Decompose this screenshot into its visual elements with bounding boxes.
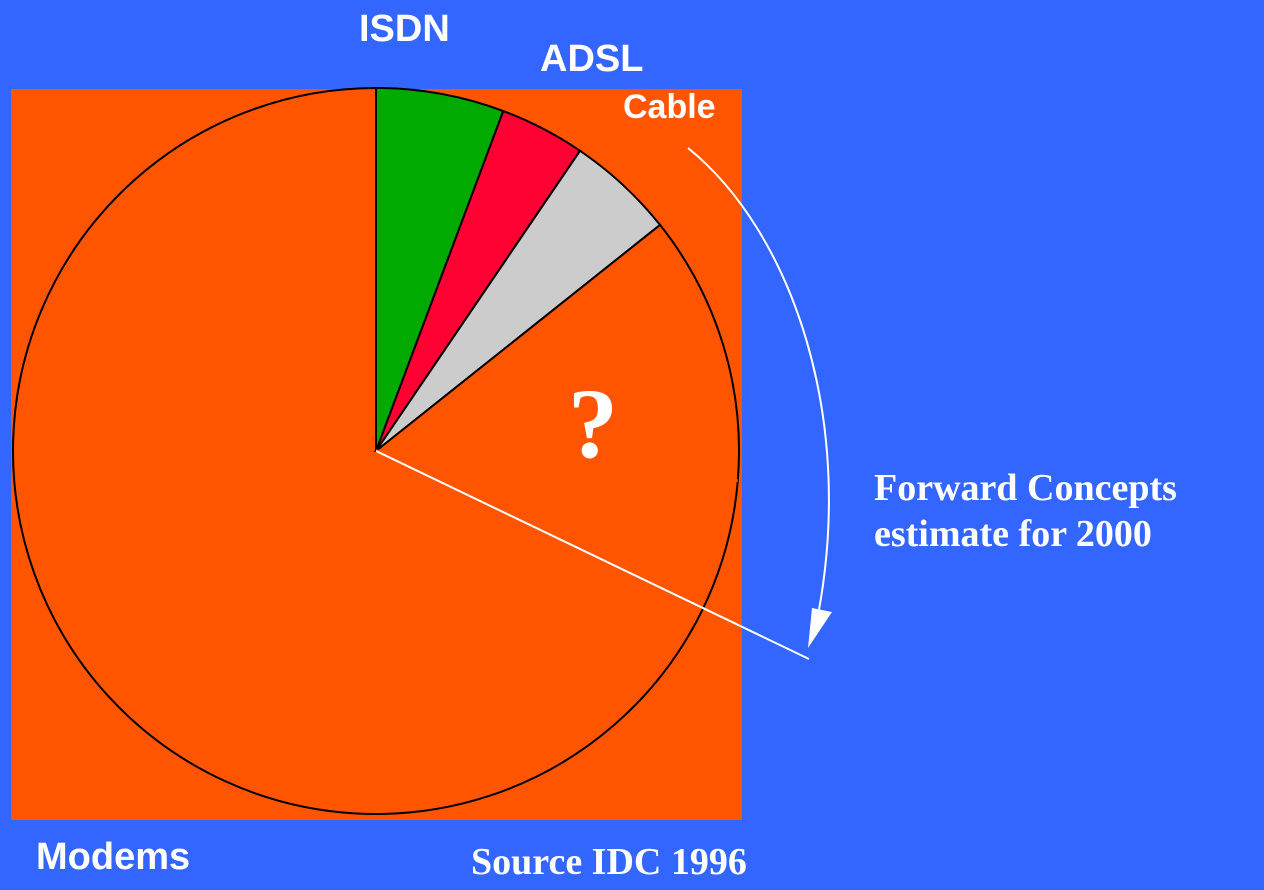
pie-slice-unknown bbox=[373, 223, 740, 482]
estimate-pointer-line bbox=[375, 450, 810, 660]
estimate-arrow-head bbox=[808, 608, 832, 648]
forward-note-line2: estimate for 2000 bbox=[874, 512, 1152, 555]
label-isdn: ISDN bbox=[359, 8, 450, 50]
forward-note-line1: Forward Concepts bbox=[874, 467, 1177, 509]
label-adsl: ADSL bbox=[540, 38, 644, 80]
unknown-slice-label: ? bbox=[568, 368, 618, 479]
source-note: Source IDC 1996 bbox=[471, 841, 747, 883]
slice-boundary-mask bbox=[375, 449, 738, 483]
pie-slice-isdn bbox=[375, 86, 505, 452]
forward-concepts-note: Forward Concepts estimate for 2000 bbox=[874, 466, 1177, 557]
pie-chart bbox=[11, 86, 810, 820]
label-cable: Cable bbox=[623, 88, 716, 126]
estimate-arrow-arc bbox=[687, 147, 830, 631]
label-modems: Modems bbox=[36, 836, 191, 878]
pie-chart-area bbox=[11, 86, 810, 820]
